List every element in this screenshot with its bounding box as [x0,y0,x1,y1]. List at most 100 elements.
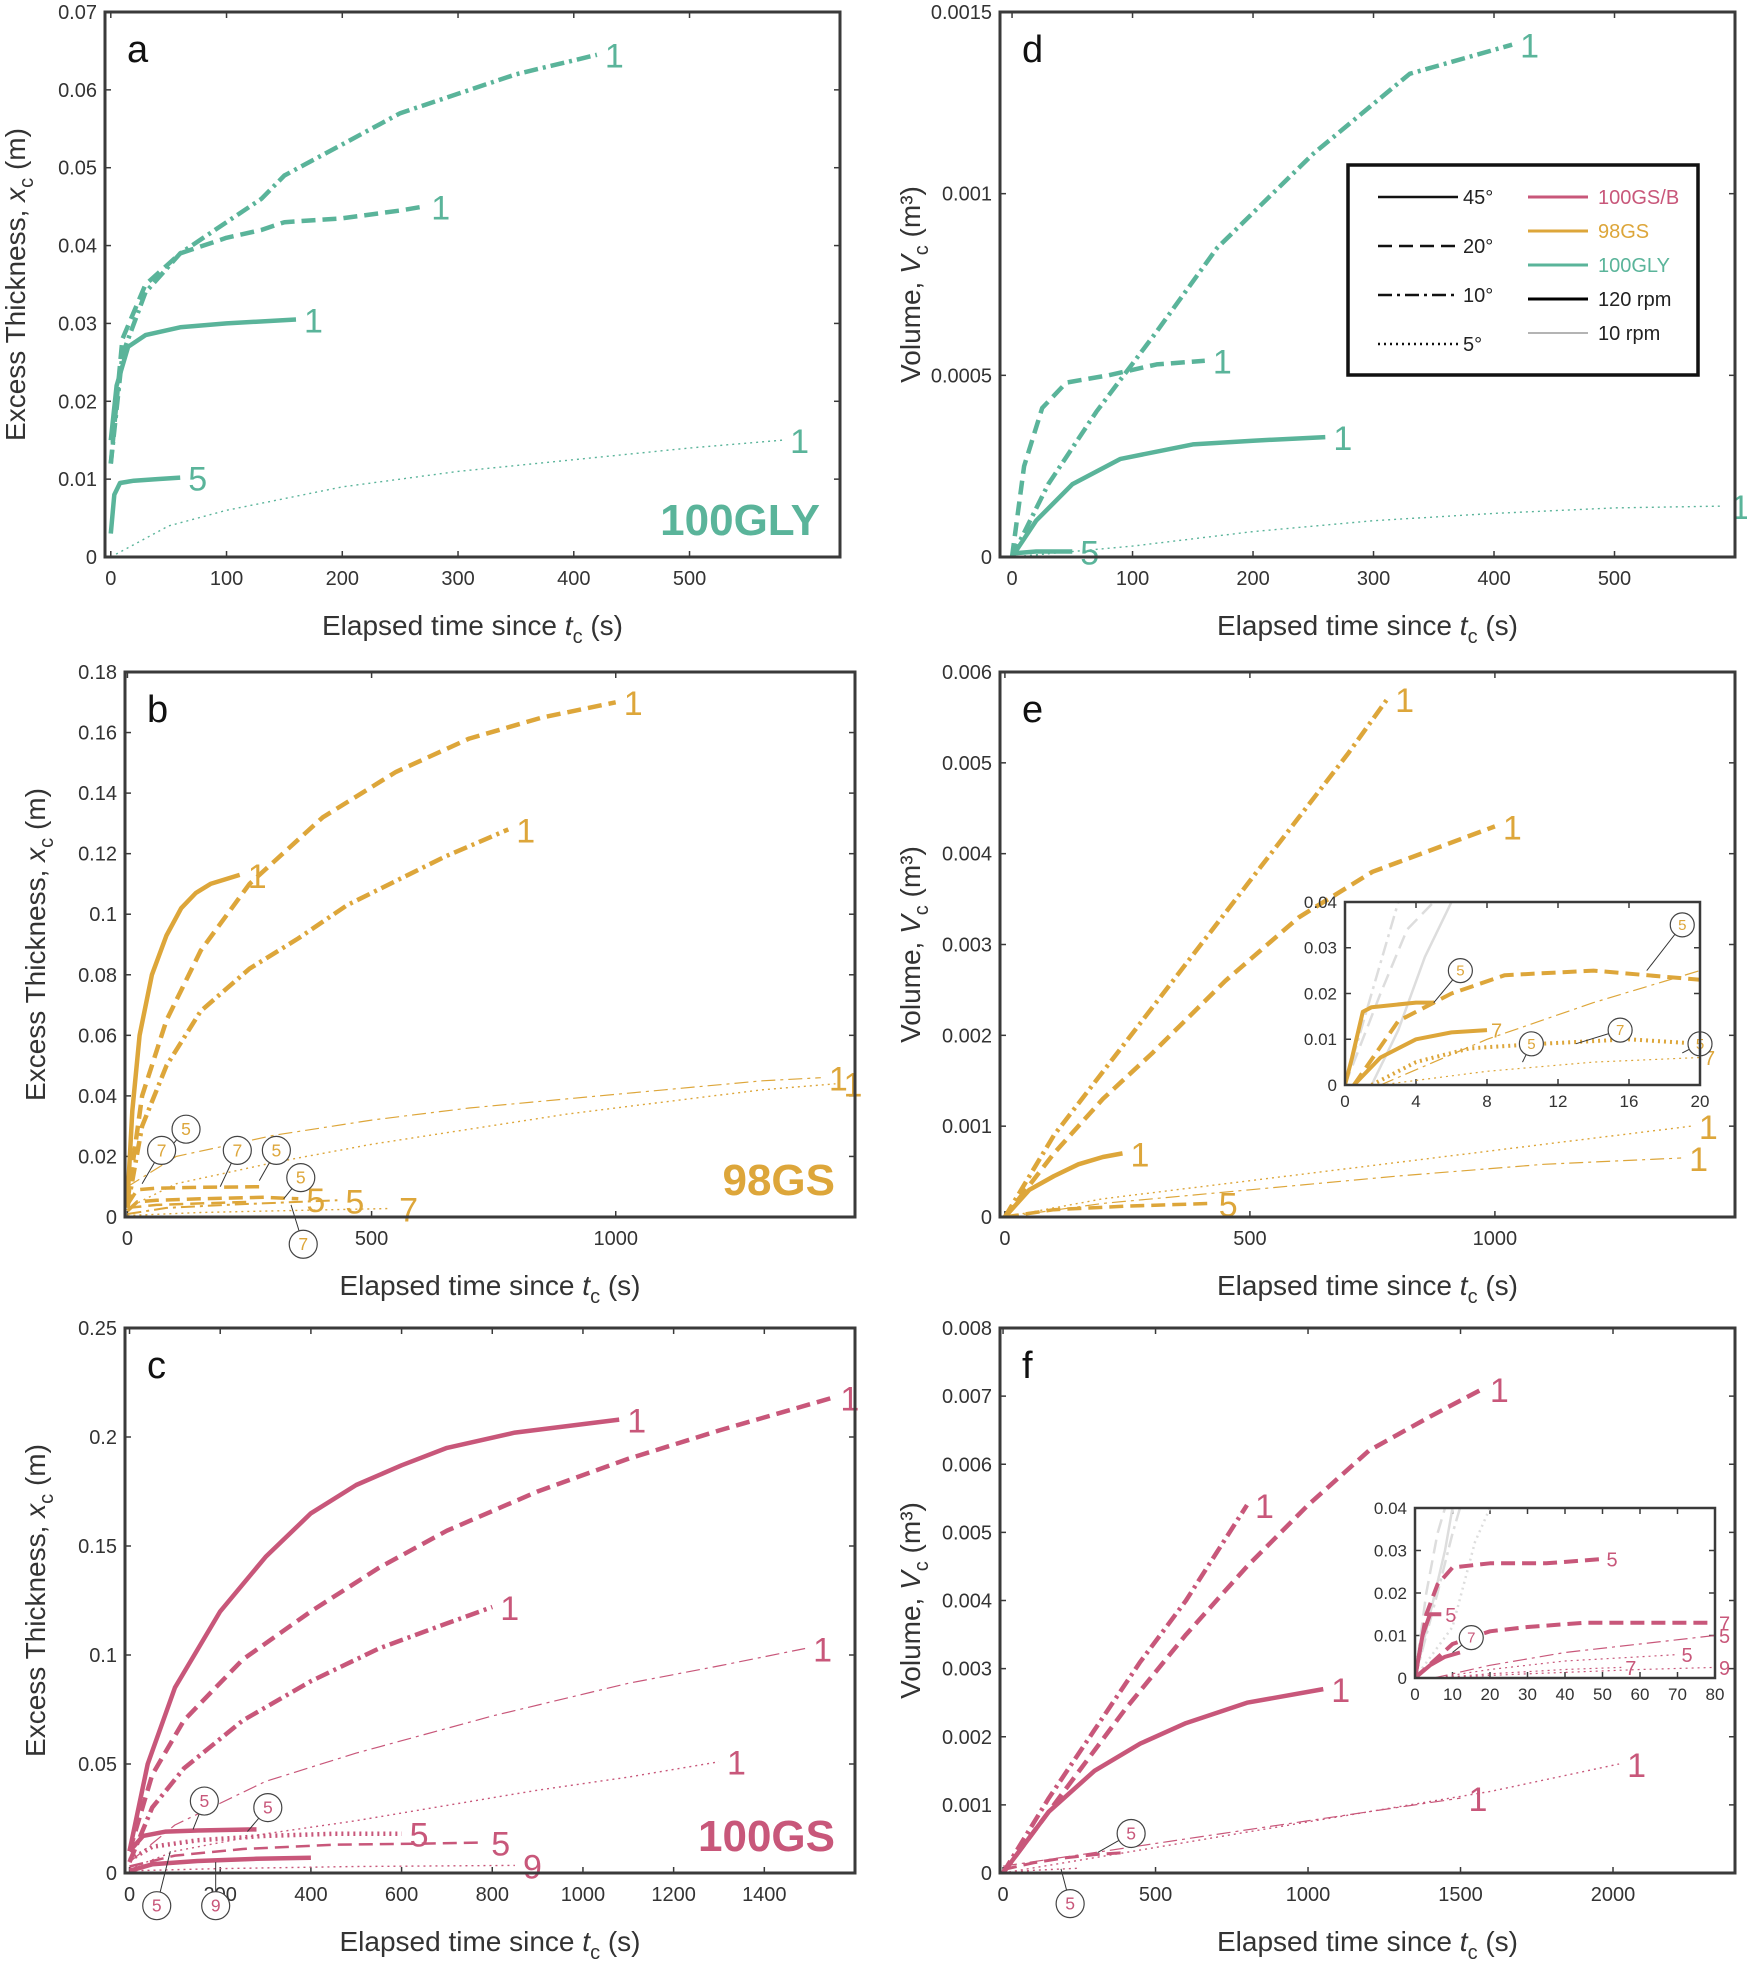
y-tick-label: 0.001 [942,184,992,206]
series-end-label: 9 [523,1848,542,1886]
y-tick-label: 0.12 [78,844,117,866]
y-tick-label: 0.15 [78,1536,117,1558]
annotation-label: 7 [298,1234,308,1254]
y-tick-label: 0.0015 [931,2,992,24]
y-tick-label: 0.02 [1374,1584,1407,1603]
x-tick-label: 70 [1668,1685,1687,1704]
series-group [125,700,836,1217]
y-tick-label: 0.001 [942,1795,992,1817]
annotation-label: 5 [1126,1823,1136,1843]
x-axis-label: Elapsed time since tc (s) [322,610,623,648]
annotation-label: 7 [157,1140,167,1160]
series-end-label: 1 [1213,344,1232,382]
series-line-dotted [1002,1763,1620,1873]
series-line-solid [108,317,297,441]
y-tick-label: 0.05 [78,1754,117,1776]
y-tick-label: 0.02 [78,1146,117,1168]
annotation-label: 5 [181,1119,191,1139]
x-tick-label: 100 [1116,568,1149,590]
axes-frame [1343,900,1702,1087]
series-line-solid [125,872,241,1203]
y-tick-label: 0 [106,1863,117,1885]
annotation-label: 7 [232,1140,242,1160]
x-tick-label: 0 [1340,1092,1349,1111]
y-tick-label: 0.06 [78,1025,117,1047]
series-line-dotted [1370,1037,1700,1085]
legend-label: 5° [1463,334,1482,356]
x-tick-label: 12 [1549,1092,1568,1111]
y-tick-label: 0.25 [78,1318,117,1340]
y-tick-label: 0.008 [942,1318,992,1340]
series-end-label: 1 [248,858,267,896]
x-tick-label: 600 [385,1884,418,1906]
x-tick-label: 0 [1410,1685,1419,1704]
legend-label: 45° [1463,187,1493,209]
series-line-dotted [1004,1125,1691,1217]
y-tick-label: 0 [1398,1669,1407,1688]
annotation-circle [171,1114,201,1144]
series-end-label: 5 [1445,1605,1456,1627]
series-line-dotted [1433,1654,1678,1678]
annotation-circle [253,1792,283,1823]
legend-material-label: 120 rpm [1598,289,1671,311]
inset-background [1345,902,1700,1085]
annotation-circle [1458,1625,1484,1651]
series-line-solid [1370,902,1453,1085]
series-line-solid [1010,434,1326,557]
series-end-label: 1 [605,38,624,76]
series-line-dashed [108,204,424,464]
series-end-label: 1 [304,302,323,340]
annotation-label: 7 [1616,1022,1624,1039]
series-line-solid [1415,1612,1442,1678]
series-end-label: 5 [1719,1626,1730,1648]
series-line-dashed [1001,1387,1483,1873]
axes-frame [123,1326,857,1875]
series-line-dotted [1415,1508,1492,1678]
series-end-label: 1 [1731,489,1747,527]
x-tick-label: 0 [999,1228,1010,1250]
x-tick-label: 1000 [1473,1228,1518,1250]
series-end-label: 1 [1689,1141,1708,1179]
axes-frame [123,670,857,1219]
series-line-dashdot [1433,1634,1715,1678]
series-end-label: 7 [399,1191,418,1229]
panel-b: 0 500 1000 0 0.02 0.04 0.06 0.08 0.1 0.12 0.14 0.16… [20,662,862,1308]
y-tick-label: 0.0005 [931,365,992,387]
x-tick-label: 20 [1691,1092,1710,1111]
material-label: 100GS [698,1812,835,1861]
series-line-dotted [129,1864,515,1872]
x-tick-label: 500 [355,1228,388,1250]
legend: 45° 20° 10° 5° 100GS/B 98GS 100GLY 120 rpm 10 rp… [1346,163,1700,377]
annotation-label: 5 [263,1797,273,1817]
legend-material-label: 98GS [1598,221,1649,243]
y-tick-label: 0.004 [942,1591,992,1613]
y-tick-label: 0 [981,1207,992,1229]
panel-letter: d [1022,29,1043,71]
x-tick-label: 16 [1620,1092,1639,1111]
series-end-label: 1 [1331,1672,1350,1710]
y-tick-label: 0.01 [1304,1030,1337,1049]
series-end-label: 1 [1699,1109,1718,1147]
series-group [1002,697,1691,1217]
x-tick-label: 300 [441,568,474,590]
series-end-label: 1 [1627,1747,1646,1785]
series-end-label: 1 [431,190,450,228]
series-line-dashdot [1415,1508,1462,1678]
series-line-dashdot [127,1077,821,1188]
x-tick-label: 8 [1482,1092,1491,1111]
series-end-label: 7 [1719,1613,1730,1635]
x-tick-label: 500 [1598,568,1631,590]
series-line-solid [1001,1686,1324,1873]
annotation-circle [1669,912,1695,938]
x-tick-label: 500 [673,568,706,590]
annotation-label: 5 [1678,917,1686,934]
y-tick-label: 0 [1328,1076,1337,1095]
y-axis-label: Excess Thickness, xc (m) [20,1444,58,1757]
inset-f: 0 10 20 30 40 50 60 70 8000.010.020.030.04575557… [1374,1499,1730,1704]
x-axis-label: Elapsed time since tc (s) [339,1926,640,1964]
axes-frame [998,1326,1737,1875]
y-tick-label: 0.01 [1374,1626,1407,1645]
y-tick-label: 0.01 [58,469,97,491]
x-tick-label: 400 [1477,568,1510,590]
